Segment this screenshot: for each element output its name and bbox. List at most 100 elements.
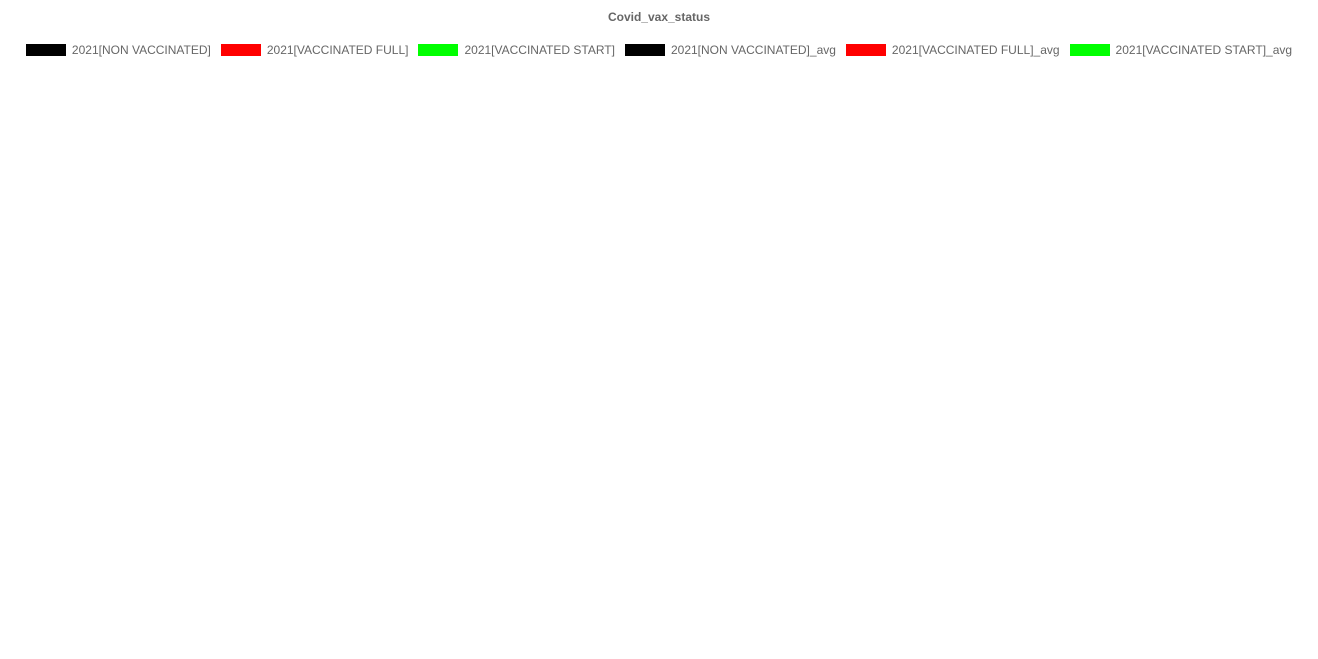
data-point [753,410,759,416]
data-point [106,594,112,600]
data-point [921,392,927,398]
data-point [178,604,184,610]
data-point [298,193,304,199]
data-point [825,323,831,329]
data-point [1281,392,1287,398]
data-point [1065,546,1071,552]
data-point [1257,557,1263,563]
x-tick-label: 20 [534,617,548,631]
data-point [1137,549,1143,555]
data-point [1209,392,1215,398]
legend-item-vaccinated-full[interactable]: 2021[VACCINATED FULL] [220,43,408,57]
data-point [298,392,304,398]
data-point [1161,595,1167,601]
data-point [897,541,903,547]
data-point [945,587,951,593]
data-point [801,348,807,354]
data-point [514,284,520,290]
data-point [1257,410,1263,416]
legend-label: 2021[NON VACCINATED]_avg [670,43,836,57]
data-point [634,392,640,398]
legend-swatch [1069,44,1110,56]
data-point [1113,208,1119,214]
legend-swatch [624,44,665,56]
y-tick-label: 0 [68,601,75,615]
data-point [610,372,616,378]
data-point [226,410,232,416]
x-tick-label: 05 [174,617,188,631]
data-point [873,392,879,398]
data-point [1233,556,1239,562]
data-point [586,552,592,558]
data-point [921,543,927,549]
data-point [777,552,783,558]
y-tick-label: 6000000 [28,59,75,73]
x-tick-label: 36 [918,617,932,631]
data-point [514,410,520,416]
legend-item-non-vaccinated[interactable]: 2021[NON VACCINATED] [25,43,211,57]
data-point [586,410,592,416]
data-point [921,552,927,558]
data-point [418,410,424,416]
x-tick-label: 21 [558,617,572,631]
data-point [274,410,280,416]
data-point [1041,546,1047,552]
data-point [729,410,735,416]
legend-item-vaccinated-start[interactable]: 2021[VACCINATED START] [418,43,615,57]
data-point [873,543,879,549]
data-point [1161,551,1167,557]
x-tick-label: 12 [342,617,356,631]
data-point [682,410,688,416]
data-point [82,598,88,604]
data-point [394,215,400,221]
data-point [825,392,831,398]
x-tick-label: 14 [390,617,404,631]
data-point [178,590,184,596]
data-point [394,410,400,416]
data-point [705,392,711,398]
data-point [346,410,352,416]
data-point [490,271,496,277]
data-point [849,536,855,542]
data-point [154,552,160,558]
x-tick-label: 03 [126,617,140,631]
data-point [1137,597,1143,603]
x-tick-label: 42 [1062,617,1076,631]
data-point [586,345,592,351]
x-tick-label: 28 [726,617,740,631]
data-point [1281,559,1287,565]
data-point [154,410,160,416]
data-point [945,392,951,398]
data-point [777,518,783,524]
data-point [849,392,855,398]
legend-item-vaccinated-full-avg[interactable]: 2021[VACCINATED FULL]_avg [845,43,1060,57]
data-point [801,392,807,398]
data-point [801,410,807,416]
data-point [897,410,903,416]
x-tick-label: 47 [1181,617,1195,631]
data-point [777,377,783,383]
data-point [394,552,400,558]
data-point [538,552,544,558]
legend-item-non-vaccinated-avg[interactable]: 2021[NON VACCINATED]_avg [624,43,836,57]
data-point [274,590,280,596]
data-point [777,392,783,398]
data-point [753,552,759,558]
data-point [1137,208,1143,214]
data-point [945,224,951,230]
x-tick-label: 46 [1157,617,1171,631]
data-point [1209,552,1215,558]
data-point [897,248,903,254]
data-point [514,549,520,555]
legend-item-vaccinated-start-avg[interactable]: 2021[VACCINATED START]_avg [1069,43,1292,57]
data-point [298,571,304,577]
data-point [226,167,232,173]
data-point [849,552,855,558]
data-point [969,410,975,416]
data-point [82,410,88,416]
data-point [562,321,568,327]
data-point [490,552,496,558]
data-point [682,392,688,398]
data-point [801,552,807,558]
